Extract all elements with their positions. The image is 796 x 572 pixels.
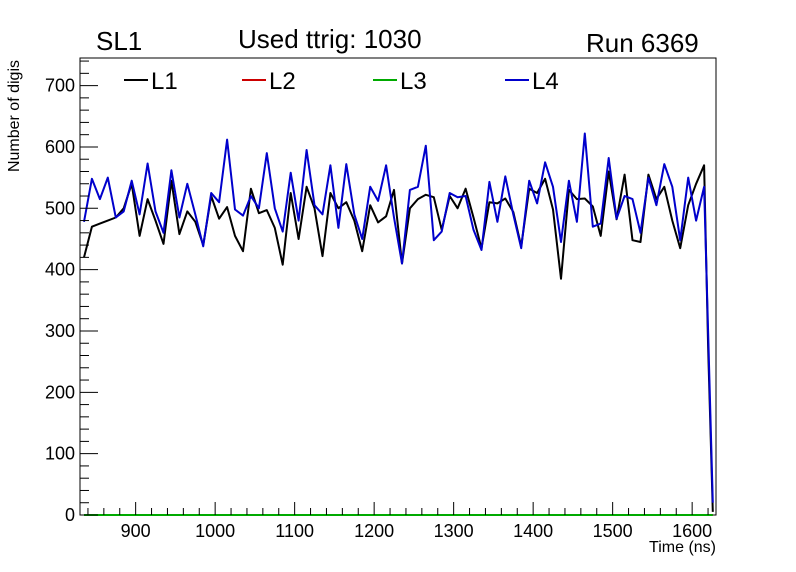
- y-tick-label: 500: [45, 198, 75, 218]
- plot-frame: [79, 57, 717, 516]
- chart-title: Used ttrig: 1030: [238, 24, 422, 54]
- legend-label-l4: L4: [532, 68, 559, 95]
- y-tick-label: 0: [65, 505, 75, 525]
- series-line-l1: [83, 164, 714, 512]
- x-tick-label: 1300: [434, 521, 474, 541]
- y-tick-label: 700: [45, 76, 75, 96]
- series-line-l4: [83, 132, 714, 503]
- y-axis-label: Number of digis: [6, 60, 23, 172]
- legend-label-l2: L2: [269, 68, 296, 95]
- x-tick-label: 1100: [275, 521, 314, 541]
- x-tick-label: 1200: [354, 521, 394, 541]
- y-tick-label: 200: [45, 382, 75, 402]
- legend: L1 L2 L3 L4: [124, 68, 559, 95]
- header-right-label: Run 6369: [586, 28, 699, 58]
- x-axis-label: Time (ns): [649, 539, 716, 556]
- x-tick-label: 1000: [195, 521, 235, 541]
- series-lines: [83, 132, 714, 516]
- x-tick-label: 1400: [513, 521, 553, 541]
- legend-label-l3: L3: [400, 68, 427, 95]
- x-tick-label: 1500: [593, 521, 633, 541]
- axes-frame: [79, 57, 717, 516]
- y-tick-label: 400: [45, 260, 75, 280]
- y-tick-label: 600: [45, 137, 75, 157]
- y-tick-label: 300: [45, 321, 75, 341]
- axis-ticks: 900 1000 1100 1200 1300 1400 1500 1600 0 100 200 30…: [45, 60, 712, 541]
- y-tick-label: 100: [45, 444, 75, 464]
- x-tick-label: 900: [121, 521, 151, 541]
- header-left-label: SL1: [96, 26, 143, 56]
- legend-label-l1: L1: [151, 68, 178, 95]
- x-tick-label: 1600: [672, 521, 712, 541]
